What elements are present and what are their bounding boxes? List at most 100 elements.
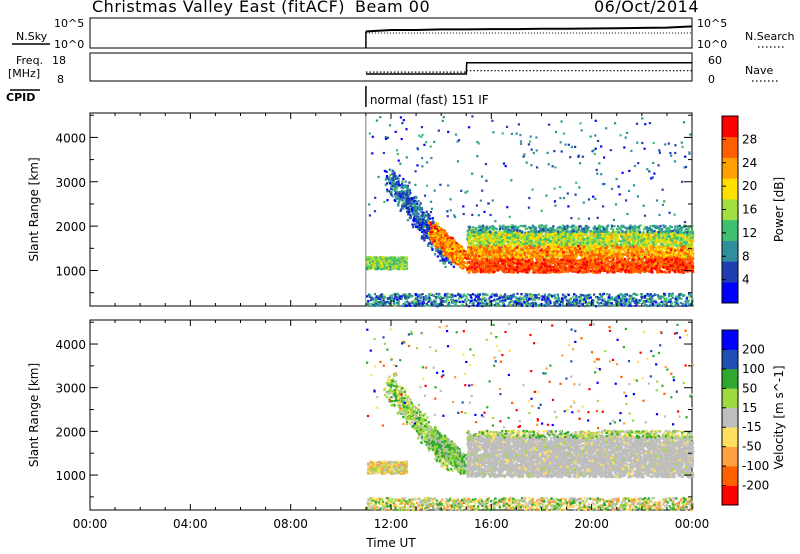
power-data-point — [377, 295, 380, 298]
power-data-point — [376, 267, 379, 270]
power-data-point — [451, 256, 454, 259]
power-data-point — [445, 298, 448, 301]
power-data-point — [621, 297, 624, 300]
power-data-point — [686, 299, 689, 302]
power-data-point — [528, 296, 531, 299]
power-data-point — [623, 296, 626, 299]
power-data-point — [390, 193, 393, 196]
power-data-point — [497, 304, 500, 307]
power-data-point — [649, 297, 652, 300]
power-data-point — [516, 292, 519, 295]
power-data-point — [452, 265, 455, 268]
power-data-point — [422, 297, 425, 300]
power-data-point — [535, 296, 538, 299]
power-data-point — [368, 255, 371, 259]
power-data-point — [446, 234, 449, 237]
power-data-point — [409, 197, 412, 200]
power-data-point — [633, 301, 636, 304]
power-data-point — [462, 252, 465, 255]
power-data-point — [383, 296, 386, 299]
power-data-point — [388, 176, 391, 179]
power-data-point — [437, 222, 440, 225]
power-data-point — [662, 305, 666, 308]
power-data-point — [414, 195, 417, 198]
power-data-point — [496, 302, 499, 305]
power-data-point — [384, 263, 387, 266]
power-data-point — [459, 261, 462, 264]
power-data-point — [455, 241, 458, 244]
power-data-point — [402, 178, 405, 181]
power-data-point — [386, 297, 389, 300]
power-data-point — [523, 304, 526, 307]
power-data-point — [465, 295, 468, 298]
power-data-point — [418, 293, 421, 297]
power-data-point — [497, 298, 500, 301]
power-data-point — [456, 258, 459, 261]
power-data-point — [459, 250, 462, 253]
power-data-point — [389, 173, 392, 177]
power-data-point — [482, 292, 485, 295]
power-data-point — [641, 296, 644, 299]
power-data-point — [378, 296, 381, 299]
power-data-point — [386, 263, 389, 266]
power-data-point — [489, 300, 492, 303]
power-data-point — [660, 295, 663, 298]
power-data-point — [428, 304, 431, 307]
power-data-point — [578, 296, 581, 299]
power-data-point — [618, 304, 621, 307]
power-data-point — [458, 294, 462, 297]
power-data-point — [382, 256, 385, 259]
power-data-point — [371, 261, 374, 265]
power-data-point — [665, 299, 668, 303]
power-data-point — [450, 293, 453, 296]
power-data-point — [482, 298, 485, 301]
power-data-point — [474, 294, 477, 297]
power-data-point — [665, 297, 668, 300]
power-data-point — [378, 304, 381, 307]
power-data-point — [478, 302, 481, 305]
power-data-point — [576, 301, 579, 304]
power-data-point — [657, 294, 660, 298]
power-data-point — [464, 298, 467, 301]
power-data-point — [376, 300, 379, 303]
power-data-point — [671, 296, 674, 299]
power-data-point — [457, 297, 461, 300]
power-data-point — [393, 264, 396, 267]
power-data-point — [420, 206, 423, 210]
power-data-point — [517, 304, 520, 307]
power-data-point — [530, 297, 533, 300]
power-data-point — [418, 229, 421, 232]
power-data-point — [419, 302, 422, 305]
power-data-point — [566, 301, 569, 304]
power-data-point — [383, 266, 386, 269]
noise-right-tick-high: 10^5 — [697, 17, 727, 30]
power-data-point — [520, 303, 523, 306]
power-data-point — [591, 299, 594, 302]
power-data-point — [434, 236, 437, 239]
power-data-point — [408, 202, 411, 205]
power-data-point — [685, 298, 688, 301]
power-data-point — [631, 297, 634, 300]
power-data-point — [470, 294, 473, 297]
power-data-point — [420, 225, 423, 228]
power-data-point — [578, 301, 581, 304]
power-data-point — [393, 172, 396, 175]
power-data-point — [668, 293, 671, 296]
power-data-point — [523, 301, 526, 304]
power-data-point — [509, 303, 512, 306]
power-data-point — [454, 294, 457, 297]
noise-left-label: N.Sky — [16, 30, 48, 43]
power-data-point — [406, 210, 409, 213]
power-data-point — [396, 298, 399, 301]
power-data-point — [663, 299, 666, 302]
power-data-point — [382, 294, 385, 297]
power-data-point — [417, 299, 420, 302]
power-data-point — [395, 177, 398, 180]
power-data-point — [520, 293, 523, 296]
power-data-point — [575, 302, 578, 305]
power-data-point — [483, 303, 486, 306]
power-data-point — [417, 220, 420, 223]
power-data-point — [426, 227, 429, 230]
power-data-point — [402, 303, 405, 306]
power-data-point — [381, 302, 384, 305]
